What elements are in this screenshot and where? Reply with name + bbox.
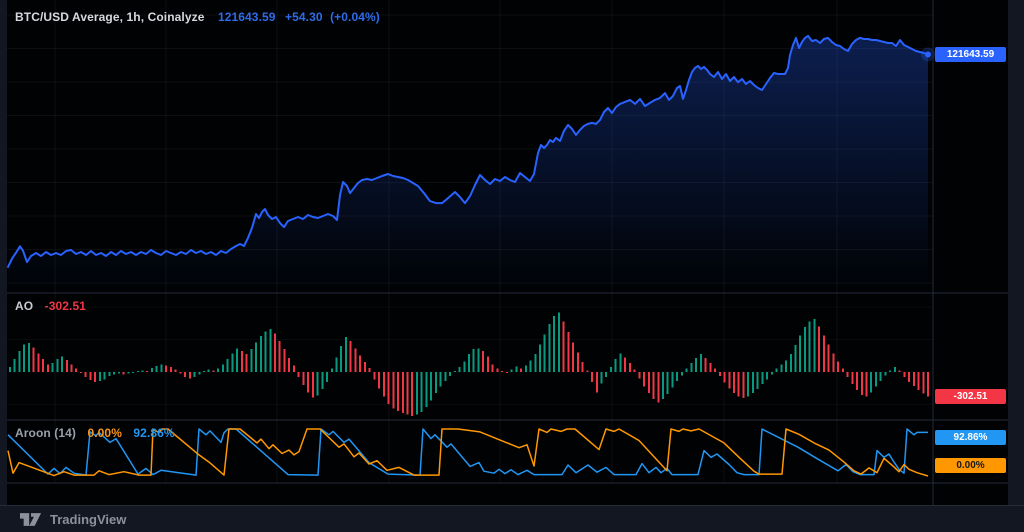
aroon-up-badge: 92.86%	[935, 430, 1006, 445]
aroon-up-value: 92.86%	[133, 426, 175, 440]
aroon-down-line	[7, 428, 929, 477]
last-price-value: 121643.59	[217, 10, 276, 24]
aroon-indicator-title[interactable]: Aroon (14)	[15, 426, 76, 440]
last-price-dot	[925, 51, 931, 58]
aroon-down-badge: 0.00%	[935, 458, 1006, 473]
ao-legend[interactable]: AO -302.51	[15, 299, 86, 313]
ao-indicator-value: -302.51	[44, 299, 87, 313]
aroon-up-line	[7, 428, 928, 476]
aroon-down-value: 0.00%	[87, 426, 122, 440]
price-change-percent: (+0.04%)	[330, 10, 380, 24]
right-margin-strip	[1008, 0, 1024, 505]
left-margin-strip	[0, 0, 7, 505]
symbol-title[interactable]: BTC/USD Average, 1h, Coinalyze	[15, 10, 205, 24]
price-line-series	[7, 34, 929, 268]
time-axis-scale[interactable]: 27282930Oct2345	[7, 483, 1008, 505]
aroon-legend[interactable]: Aroon (14) 0.00% 92.86%	[15, 426, 175, 440]
symbol-legend[interactable]: BTC/USD Average, 1h, Coinalyze 121643.59…	[15, 10, 380, 24]
tradingview-brand-text[interactable]: TradingView	[50, 512, 127, 527]
ao-value-badge: -302.51	[935, 389, 1006, 405]
ao-indicator-title[interactable]: AO	[15, 299, 34, 313]
tradingview-logo-icon[interactable]	[20, 512, 42, 527]
ao-histogram	[9, 312, 929, 416]
bottom-toolbar: TradingView	[0, 505, 1024, 532]
price-axis-scale[interactable]: 124000.00122000.00120000.00118000.001160…	[933, 0, 1008, 483]
price-area-fill	[8, 35, 928, 294]
price-change-value: +54.30	[285, 10, 323, 24]
pane-separators	[0, 0, 1008, 505]
last-price-badge: 121643.59	[935, 46, 1006, 62]
